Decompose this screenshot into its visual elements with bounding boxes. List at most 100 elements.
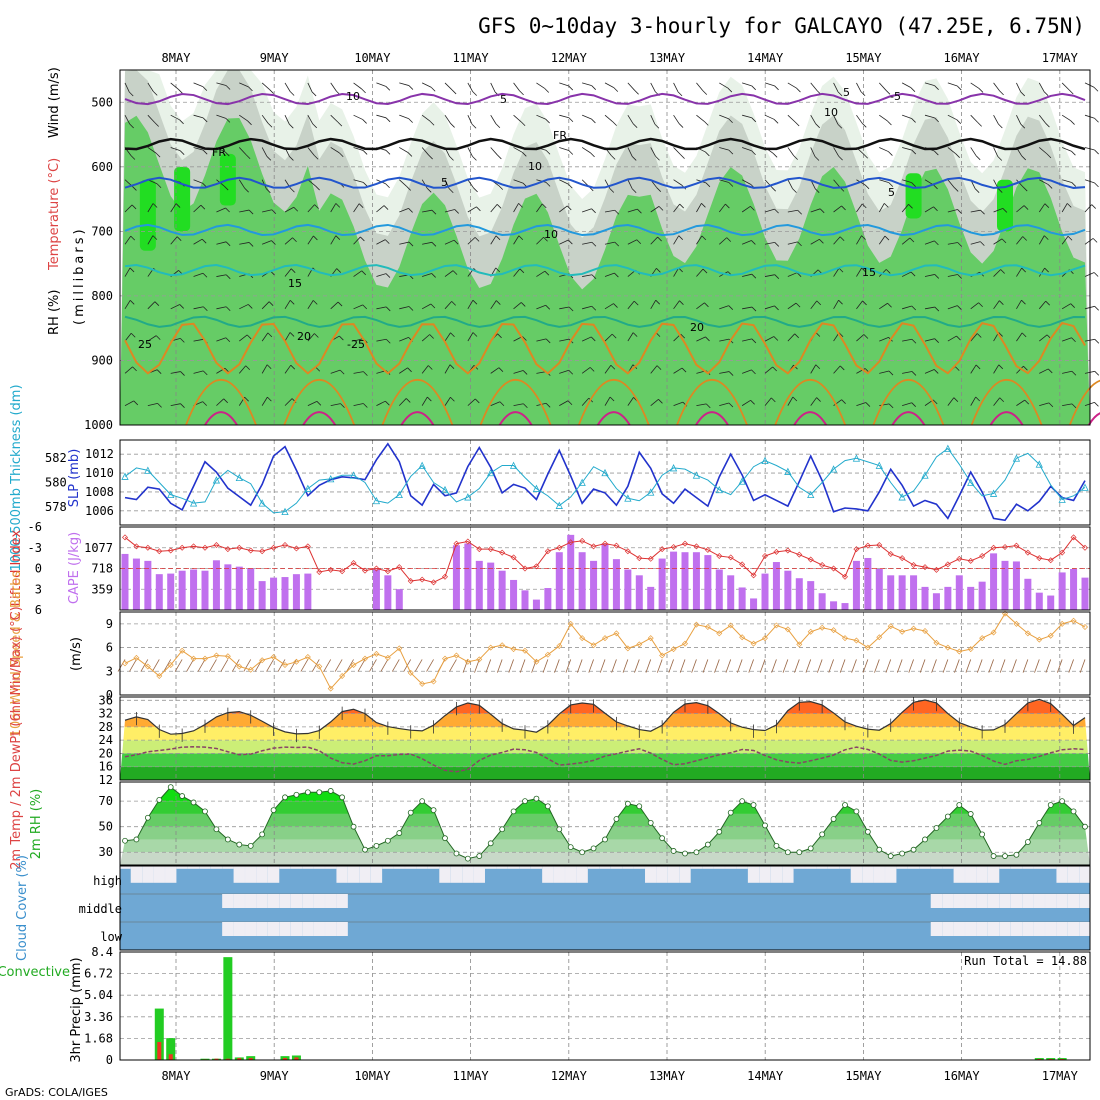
surface-wind-barb — [702, 659, 709, 673]
surface-wind-barb — [816, 659, 823, 673]
wind-barb — [650, 398, 659, 406]
wind-barb-flag — [245, 154, 251, 160]
wind-barb — [627, 208, 638, 213]
wind-barb — [1061, 114, 1071, 121]
cloud-clear-cell — [153, 866, 165, 883]
slp-tick-label: 1008 — [85, 485, 114, 499]
wind-barb-flag — [133, 400, 139, 406]
wind-barb — [1039, 147, 1048, 155]
rh-marker — [842, 802, 848, 808]
wind-barb-flag — [223, 185, 229, 191]
wind-speed-marker — [750, 640, 757, 647]
wind-barb-flag — [997, 156, 1003, 161]
temperature-band — [120, 766, 1090, 780]
wind-barb-flag — [792, 188, 797, 193]
lifted-index-marker — [1024, 549, 1031, 556]
wind-barb-flag — [975, 364, 981, 370]
pressure-tick-label: 900 — [91, 353, 113, 367]
wind-barb-flag — [266, 188, 271, 194]
wind-speed-marker — [579, 635, 586, 642]
wind-barb — [879, 370, 890, 374]
wind-barb-flag — [472, 299, 478, 305]
wind-barb — [193, 204, 202, 213]
surface-wind-barb — [117, 659, 126, 672]
wind-barb — [719, 338, 730, 342]
wind-barb-flag — [612, 121, 617, 126]
wind-barb-flag — [957, 305, 962, 310]
wind-barb — [581, 367, 591, 374]
cape-bar — [784, 570, 792, 610]
cloud-clear-cell — [530, 866, 543, 869]
lifted-index-marker — [693, 543, 700, 550]
cape-bar — [1081, 577, 1089, 610]
dewpoint-line — [124, 746, 1086, 773]
surface-wind-barb — [277, 659, 286, 672]
isotherm-label: 10 — [346, 90, 360, 103]
rh-marker — [510, 808, 517, 815]
wind-barb — [513, 147, 523, 153]
wind-barb — [902, 114, 912, 119]
surface-wind-barb — [1068, 659, 1074, 673]
wind-barb-flag — [152, 91, 158, 96]
wind-barb — [582, 82, 592, 87]
surface-wind-barb — [1022, 659, 1029, 673]
wind-barb — [993, 208, 1004, 213]
rh-marker — [944, 813, 951, 820]
surface-wind-barb — [851, 659, 857, 673]
wind-barb — [330, 369, 341, 374]
wind-barb — [421, 147, 429, 156]
lifted-index-marker — [156, 548, 163, 555]
wind-barb-flag — [363, 371, 368, 376]
wind-speed-marker — [259, 657, 266, 664]
hot-isotherm-arc — [989, 411, 1024, 426]
wind-barb-flag — [654, 123, 660, 129]
wind-barb-flag — [428, 154, 433, 160]
precip-convective-bar — [248, 1058, 253, 1060]
cloud-clear-cell — [176, 866, 188, 869]
wind-barb-flag — [681, 367, 687, 373]
wind-barb — [604, 396, 611, 406]
surface-wind-barb — [140, 659, 149, 672]
surface-wind-barb — [622, 659, 629, 673]
wind-barb — [490, 401, 501, 407]
wind-barb — [947, 335, 957, 342]
rh-marker — [327, 788, 334, 794]
cloud-clear-cell — [222, 922, 234, 936]
wind-barb — [193, 179, 204, 184]
cloud-clear-cell — [622, 866, 634, 869]
cape-bar — [521, 590, 529, 610]
cape-bar — [544, 588, 552, 610]
isotherm-label: FR — [553, 129, 567, 142]
wind-speed-marker — [499, 642, 506, 649]
wind-barb-flag — [156, 183, 162, 189]
cape-bar — [578, 552, 586, 610]
wind-barb-flag — [568, 306, 574, 312]
wind-barb-flag — [609, 188, 615, 193]
wind-barb — [650, 299, 657, 310]
wind-speed-marker — [727, 622, 734, 629]
lifted-index-marker — [1070, 534, 1077, 541]
wind-barb — [947, 274, 958, 277]
cloud-clear-cell — [313, 866, 325, 869]
wind-barb-flag — [248, 242, 254, 247]
wind-barb-flag — [363, 403, 368, 408]
wind-barb-flag — [860, 91, 866, 97]
isotherm-label: 25 — [138, 338, 152, 351]
wind-barb — [284, 332, 291, 342]
rh-marker — [727, 809, 734, 816]
wind-barb — [879, 302, 888, 310]
lifted-index-marker — [247, 547, 254, 554]
wind-barb-flag — [1094, 182, 1099, 188]
wind-barb-flag — [887, 120, 892, 126]
wind-barb-flag — [154, 301, 160, 306]
wind-barb — [421, 82, 432, 88]
wind-speed-marker — [967, 646, 974, 653]
wind-barb — [970, 209, 981, 213]
lifted-index-marker — [224, 546, 231, 553]
wind-barb — [559, 369, 569, 374]
cape-bar — [807, 581, 815, 610]
wind-barb — [353, 114, 363, 120]
wind-speed-marker — [567, 620, 574, 627]
